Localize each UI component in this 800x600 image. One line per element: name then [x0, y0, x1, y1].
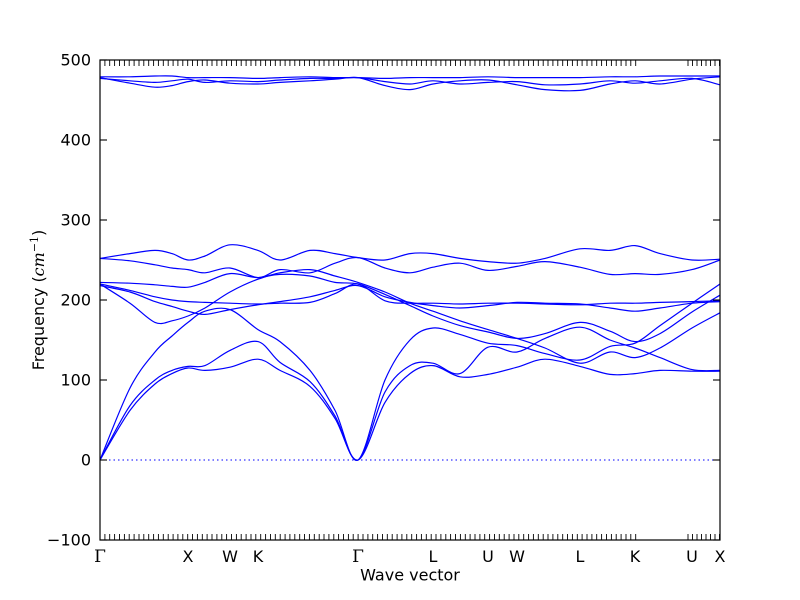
y-tick-label-100: 100: [60, 371, 91, 390]
band-06-optical-curve: [99, 268, 721, 364]
x-tick-label-0-Γ: Γ: [94, 547, 106, 567]
x-tick-label-9-K: K: [630, 547, 641, 566]
x-axis-label: Wave vector: [360, 565, 460, 585]
x-tick-label-1-X: X: [183, 547, 194, 566]
x-tick-label-2-W: W: [222, 547, 238, 566]
band-11-optical-high-curve: [99, 76, 721, 92]
x-tick-label-7-W: W: [509, 547, 525, 566]
x-tick-label-10-U: U: [686, 547, 698, 566]
x-tick-label-11-X: X: [715, 547, 726, 566]
band-08-optical-curve: [99, 244, 721, 264]
y-axis-label-math-cm: cm: [29, 252, 49, 277]
band-04-optical-curve: [99, 283, 721, 306]
y-axis-label-exponent: −1: [27, 235, 41, 253]
x-tick-label-5-L: L: [429, 547, 438, 566]
x-tick-label-3-K: K: [253, 547, 264, 566]
y-tick-label-200: 200: [60, 291, 91, 310]
x-tick-label-6-U: U: [482, 547, 494, 566]
y-tick-label-300: 300: [60, 211, 91, 230]
y-tick-label--100: −100: [47, 531, 91, 550]
band-01-acoustic-curve: [99, 358, 721, 461]
band-12-optical-high-curve: [99, 76, 721, 86]
band-03-acoustic-curve: [99, 283, 721, 461]
x-tick-label-8-L: L: [576, 547, 585, 566]
y-axis-label: Frequency (cm−1): [28, 230, 48, 371]
x-tick-label-4-Γ: Γ: [352, 547, 364, 567]
band-09-optical-curve: [99, 256, 721, 279]
y-tick-label-500: 500: [60, 51, 91, 70]
band-05-optical-curve: [99, 273, 721, 343]
band-02-acoustic-curve: [99, 326, 721, 461]
y-tick-label-0: 0: [81, 451, 91, 470]
y-axis-label-text: Frequency (: [29, 276, 49, 371]
y-axis-label-close: ): [29, 229, 49, 236]
band-07-optical-curve: [99, 284, 721, 316]
band-10-optical-high-curve: [99, 75, 720, 79]
axes-spines: [99, 59, 721, 541]
y-tick-label-400: 400: [60, 131, 91, 150]
